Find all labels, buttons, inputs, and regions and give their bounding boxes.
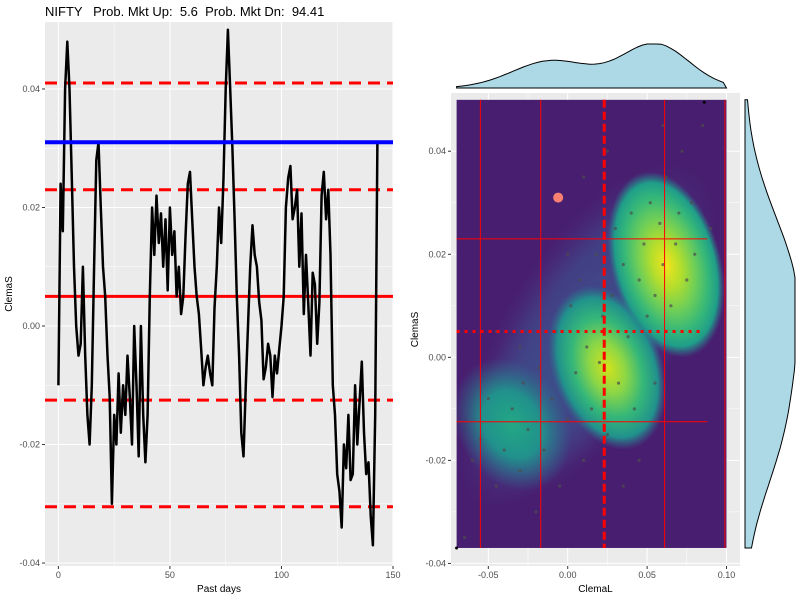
scatter-point <box>661 123 665 128</box>
scatter-point <box>621 484 625 488</box>
plot-panel-background <box>45 22 393 566</box>
scatter-point <box>585 345 589 349</box>
scatter-point <box>581 458 586 462</box>
time-series-panel: 0 50 100 150 -0.04 -0.02 0.00 0.02 0.04 Past days… <box>4 22 401 595</box>
x-tick-label: -0.05 <box>478 570 499 580</box>
scatter-point <box>526 427 530 432</box>
y-tick-label: -0.04 <box>19 558 40 568</box>
scatter-point <box>701 123 705 128</box>
x-tick-label: 100 <box>274 570 289 580</box>
y-tick-label: 0.00 <box>428 352 446 362</box>
y-axis-label: ClemaS <box>4 276 15 312</box>
scatter-point <box>632 407 637 411</box>
series-line <box>57 28 379 547</box>
scatter-point <box>494 484 498 488</box>
scatter-point <box>574 371 578 375</box>
scatter-point <box>534 510 538 514</box>
current-point-marker <box>553 192 564 203</box>
scatter-point <box>677 211 681 215</box>
density-peak-minor <box>456 357 572 491</box>
scatter-point <box>674 242 678 246</box>
scatter-point <box>637 458 641 462</box>
scatter-point <box>664 175 668 179</box>
scatter-point <box>486 396 490 401</box>
scatter-point <box>637 278 641 282</box>
scatter-point <box>653 293 657 298</box>
scatter-point <box>558 484 562 488</box>
x-tick-label: 0.10 <box>718 570 736 580</box>
scatter-point <box>621 262 625 267</box>
chart-title: NIFTY Prob. Mkt Up: 5.6 Prob. Mkt Dn: 94… <box>45 4 325 19</box>
scatter-point <box>709 226 713 231</box>
density-raster <box>456 99 727 548</box>
y-tick-label: 0.02 <box>428 249 446 259</box>
x-tick-label: 150 <box>385 570 400 580</box>
y-tick-label: 0.04 <box>428 146 446 156</box>
scatter-point <box>616 381 621 385</box>
scatter-point <box>653 381 657 385</box>
y-tick-label: -0.02 <box>425 455 446 465</box>
y-axis-label: ClemaS <box>410 311 421 347</box>
marginal-density-x <box>456 43 728 89</box>
scatter-point <box>658 221 662 225</box>
scatter-point <box>597 360 602 365</box>
scatter-point <box>569 304 573 308</box>
scatter-point <box>566 252 570 256</box>
marginal-density-y <box>744 99 796 549</box>
scatter-point <box>626 335 630 339</box>
scatter-point <box>566 417 570 421</box>
scatter-point <box>594 252 598 256</box>
scatter-point <box>610 293 614 298</box>
scatter-point <box>470 458 475 462</box>
scatter-point <box>518 469 522 473</box>
y-tick-label: -0.04 <box>425 558 446 568</box>
scatter-point <box>589 407 594 411</box>
scatter-point <box>542 448 546 452</box>
scatter-point <box>693 252 697 256</box>
scatter-point <box>578 278 583 282</box>
scatter-point <box>661 262 665 267</box>
scatter-point <box>455 546 459 550</box>
x-tick-label: 0.05 <box>638 570 656 580</box>
scatter-point <box>685 278 689 282</box>
y-tick-label: 0.00 <box>22 321 40 331</box>
scatter-point <box>629 211 633 215</box>
y-tick-label: 0.04 <box>22 84 40 94</box>
scatter-point <box>613 226 617 231</box>
scatter-point <box>502 448 506 452</box>
scatter-point <box>642 242 646 246</box>
scatter-point <box>462 536 467 540</box>
scatter-point <box>521 381 525 385</box>
scatter-point <box>689 201 694 205</box>
scatter-point <box>669 304 673 308</box>
scatter-point <box>648 201 652 205</box>
scatter-point <box>680 149 684 153</box>
density-peak-main <box>607 171 725 358</box>
x-axis-label: Past days <box>197 584 241 595</box>
scatter-point <box>510 407 514 411</box>
scatter-point <box>581 175 586 179</box>
scatter-point <box>605 433 610 437</box>
y-tick-label: -0.02 <box>19 440 40 450</box>
x-tick-label: 0 <box>56 570 61 580</box>
x-tick-label: 0.00 <box>559 570 577 580</box>
y-tick-label: 0.02 <box>22 202 40 212</box>
scatter-point <box>550 396 554 401</box>
scatter-point <box>605 149 610 153</box>
x-tick-label: 50 <box>165 570 175 580</box>
density-panel: -0.05 0.00 0.05 0.10 -0.04 -0.02 0.00 0.02 0.04 C… <box>410 43 796 595</box>
scatter-point <box>645 314 649 318</box>
scatter-point <box>702 100 706 104</box>
scatter-point <box>518 345 522 349</box>
scatter-point <box>537 366 541 370</box>
x-axis-label: ClemaL <box>578 584 613 595</box>
